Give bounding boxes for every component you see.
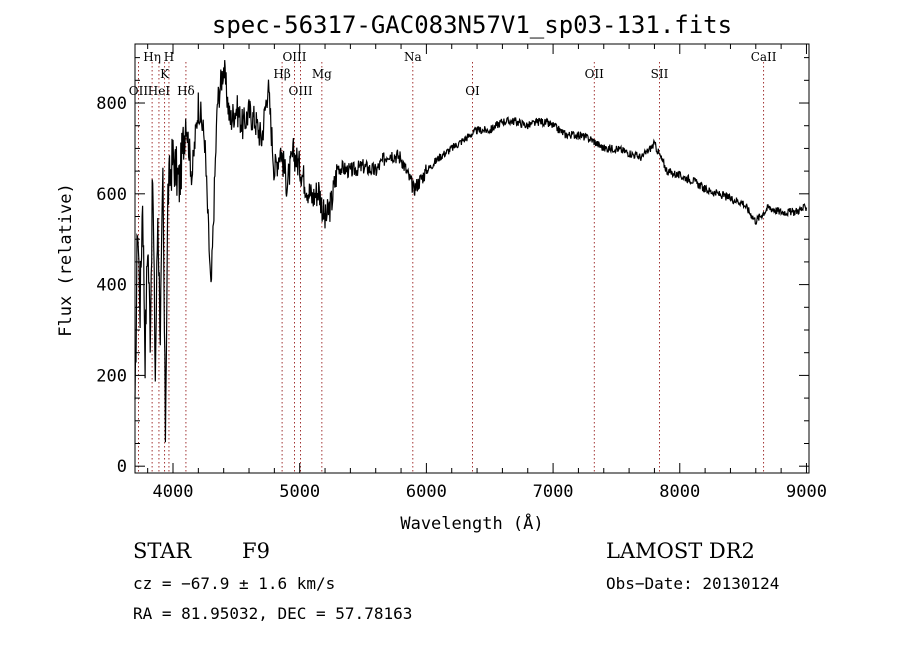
- y-axis-label: Flux (relative): [56, 183, 76, 337]
- spectral-line-label: Na: [404, 50, 422, 64]
- y-tick-label: 800: [96, 94, 127, 114]
- survey-name: LAMOST DR2: [606, 539, 755, 563]
- spectral-line-label: K: [160, 67, 170, 81]
- axis-ticks: [135, 44, 809, 473]
- x-tick-label: 9000: [786, 482, 827, 502]
- axis-tick-labels: 4000 5000 6000 7000 8000 9000 0 200 400 600 800: [96, 94, 827, 502]
- spectral-line-label: CaII: [751, 50, 777, 64]
- x-tick-label: 7000: [533, 482, 574, 502]
- spectral-line-label: OII: [585, 67, 605, 81]
- x-axis-label: Wavelength (Å): [400, 512, 543, 534]
- spectral-line-label: HeI: [148, 84, 171, 98]
- spectral-line-label: H: [164, 50, 174, 64]
- object-subclass: F9: [242, 539, 270, 563]
- spectral-line-label: Mg: [312, 67, 332, 81]
- spectral-line-label: Hβ: [273, 67, 290, 81]
- x-tick-label: 6000: [406, 482, 447, 502]
- spectral-line-label: OII: [129, 84, 149, 98]
- spectral-line-label: Hη: [143, 50, 161, 64]
- y-tick-label: 200: [96, 366, 127, 386]
- y-tick-label: 600: [96, 185, 127, 205]
- spectral-line-label: OIII: [282, 50, 306, 64]
- plot-frame: [134, 43, 810, 474]
- spectral-line-label: SII: [651, 67, 669, 81]
- y-tick-label: 0: [117, 457, 127, 477]
- x-tick-label: 8000: [659, 482, 700, 502]
- spectral-line-label: Hδ: [177, 84, 195, 98]
- x-tick-label: 5000: [279, 482, 320, 502]
- spectral-line-label: OI: [465, 84, 480, 98]
- object-class: STAR: [133, 539, 192, 563]
- spectral-line-label: OIII: [289, 84, 313, 98]
- spectrum-line: [134, 60, 808, 443]
- x-tick-label: 4000: [153, 482, 194, 502]
- y-tick-label: 400: [96, 276, 127, 296]
- spectral-line-labels: OII Hη KH HeI Hδ Hβ OIII OIII Mg Na OI OII SII CaII: [129, 50, 777, 98]
- chart-title: spec-56317-GAC083N57V1_sp03-131.fits: [212, 11, 732, 39]
- observation-date: Obs−Date: 20130124: [606, 574, 779, 593]
- coordinates-readout: RA = 81.95032, DEC = 57.78163: [133, 604, 412, 623]
- velocity-readout: cz = −67.9 ± 1.6 km/s: [133, 574, 335, 593]
